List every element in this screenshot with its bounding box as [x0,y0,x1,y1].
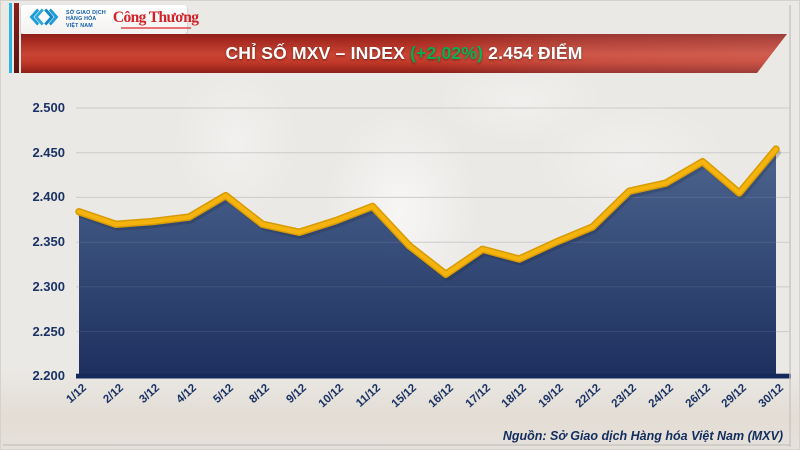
accent-stripe-cyan [9,3,12,73]
frame-edge-bottom [3,444,791,446]
index-line [76,146,779,277]
y-tick-label: 2.500 [32,100,65,115]
y-tick-label: 2.300 [32,278,65,294]
x-axis-baseline [76,373,791,379]
y-tick-label: 2.200 [32,368,65,384]
source-credit: Nguồn: Sở Giao dịch Hàng hóa Việt Nam (M… [502,429,783,443]
chart-title: CHỈ SỐ MXV – INDEX (+2,02%) 2.454 ĐIỂM [225,43,582,64]
y-tick-label: 2.400 [32,189,65,205]
y-tick-label: 2.450 [32,144,65,160]
index-value: 2.454 ĐIỂM [488,43,583,63]
change-percent: (+2,02%) [410,43,484,63]
congthuong-logo-text: Công Thương [112,8,199,26]
mxv-logo-text: SỞ GIAO DỊCH HÀNG HÓA VIỆT NAM [66,9,106,29]
title-label: CHỈ SỐ MXV – INDEX [225,43,406,63]
y-tick-label: 2.350 [32,234,65,250]
mxv-chevrons-icon [26,7,62,32]
accent-stripe-red [14,3,19,73]
congthuong-logo: Công Thương [113,10,199,30]
title-banner: CHỈ SỐ MXV – INDEX (+2,02%) 2.454 ĐIỂM [21,34,787,73]
y-tick-label: 2.250 [32,323,65,339]
logo-box: SỞ GIAO DỊCH HÀNG HÓA VIỆT NAM Công Thươ… [21,5,199,34]
frame-edge-right [789,5,791,447]
congthuong-logo-subline [120,27,191,30]
